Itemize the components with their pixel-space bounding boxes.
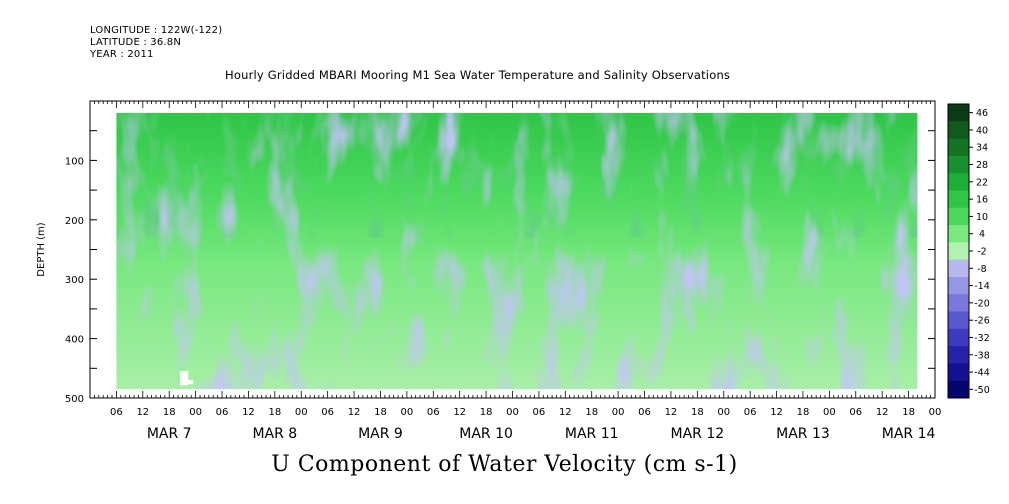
colorbar-label: 10 [976,212,988,223]
colorbar-swatch [948,173,969,191]
missing-data-patch [188,380,194,385]
x-day-label: MAR 7 [147,426,192,442]
heatmap-field [116,112,918,390]
x-hour-label: 00 [401,407,414,418]
x-hour-label: 00 [717,407,730,418]
colorbar-swatch [948,346,969,364]
x-hour-label: 18 [268,407,281,418]
plot-axes: 100 200 300 400 500 DEPTH (m) 06 12 18 00 06 12 18 00… [36,100,942,442]
x-hour-label: 12 [242,407,255,418]
colorbar-label: -8 [977,264,986,275]
latitude-label: LATITUDE : 36.8N [90,37,182,48]
x-hour-label: 06 [110,407,123,418]
x-hour-label: 12 [770,407,783,418]
x-hour-label: 06 [849,407,862,418]
field-negative [116,112,918,390]
missing-data-patch [180,371,189,386]
year-label: YEAR : 2011 [90,49,154,60]
colorbar-label: -50 [974,385,990,396]
colorbar-label: -38 [974,350,990,361]
colorbar-label: 46 [976,108,988,119]
x-day-label: MAR 10 [459,426,513,442]
y-axis-title: DEPTH (m) [36,222,47,276]
chart-title: Hourly Gridded MBARI Mooring M1 Sea Wate… [225,68,731,82]
y-tick-label: 100 [65,156,84,167]
colorbar-swatch [948,276,969,295]
colorbar-swatch [948,380,969,399]
x-hour-label: 00 [612,407,625,418]
colorbar-label: 34 [976,143,988,154]
x-hour-label: 00 [929,407,942,418]
colorbar-swatch [948,259,969,278]
x-hour-label: 06 [638,407,651,418]
colorbar-label: -32 [974,333,990,344]
x-day-label: MAR 14 [882,426,936,442]
x-hour-label: 12 [348,407,361,418]
colorbar-label: -14 [974,281,990,292]
x-hour-label: 18 [374,407,387,418]
colorbar: 46 40 34 28 22 16 10 4 -2 -8 -14 -20 -26 -32 -38 -44 -50 [947,103,990,399]
colorbar-swatch [948,207,969,226]
colorbar-swatch [948,242,969,261]
y-tick-label: 400 [65,335,84,346]
x-hour-label: 18 [585,407,598,418]
x-day-label: MAR 11 [565,426,619,442]
x-hour-label: 18 [480,407,493,418]
longitude-label: LONGITUDE : 122W(-122) [90,25,223,36]
x-hour-label: 18 [797,407,810,418]
x-axis-title: U Component of Water Velocity (cm s-1) [271,452,738,477]
x-day-label: MAR 9 [358,426,403,442]
colorbar-swatch [948,225,969,243]
x-hour-label: 00 [189,407,202,418]
x-hour-label: 00 [823,407,836,418]
x-hour-label: 18 [163,407,176,418]
x-hour-label: 06 [321,407,334,418]
colorbar-swatch [948,155,969,174]
colorbar-label: 4 [979,229,985,240]
x-hour-label: 18 [902,407,915,418]
x-hour-label: 06 [744,407,757,418]
x-hour-label: 00 [506,407,519,418]
colorbar-label: -44 [974,368,990,379]
y-tick-label: 300 [65,275,84,286]
x-hour-label: 12 [665,407,678,418]
x-hour-label: 18 [691,407,704,418]
x-hour-label: 00 [295,407,308,418]
colorbar-label: -26 [974,316,990,327]
colorbar-label: 22 [976,177,988,188]
colorbar-swatch [948,104,969,122]
x-hour-label: 06 [427,407,440,418]
x-hour-label: 12 [453,407,466,418]
colorbar-label: -20 [974,298,990,309]
x-day-label: MAR 8 [252,426,297,442]
x-hour-label: 12 [136,407,149,418]
colorbar-label: -2 [977,247,986,258]
colorbar-swatch [948,328,969,347]
x-hour-label: 12 [559,407,572,418]
colorbar-label: 28 [976,160,988,171]
y-tick-label: 200 [65,216,84,227]
y-tick-label: 500 [65,394,84,405]
colorbar-swatch [948,311,969,330]
colorbar-label: 40 [976,125,988,136]
x-day-label: MAR 12 [671,426,725,442]
colorbar-swatch [948,363,969,382]
colorbar-swatch [948,138,969,157]
x-hour-label: 06 [216,407,229,418]
x-hour-label: 06 [533,407,546,418]
colorbar-swatch [948,294,969,313]
colorbar-label: 16 [976,195,988,206]
x-day-label: MAR 13 [776,426,830,442]
x-hour-label: 12 [876,407,889,418]
colorbar-swatch [948,121,969,140]
colorbar-swatch [948,190,969,209]
